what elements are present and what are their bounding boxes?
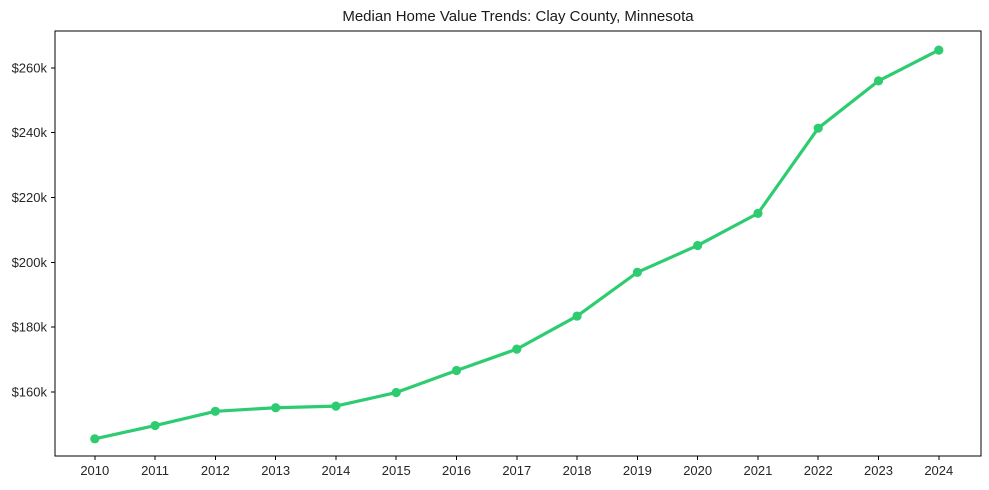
x-tick-label: 2017 <box>502 463 531 478</box>
trend-line <box>93 48 941 441</box>
x-tick-label: 2015 <box>382 463 411 478</box>
x-tick-label: 2021 <box>743 463 772 478</box>
data-point <box>210 406 220 416</box>
x-tick-label: 2012 <box>201 463 230 478</box>
data-point <box>150 420 160 431</box>
x-tick-label: 2014 <box>321 463 350 478</box>
data-point <box>451 365 462 376</box>
data-point <box>693 240 703 251</box>
x-tick-label: 2020 <box>683 463 712 478</box>
data-point <box>934 45 944 55</box>
data-point <box>90 434 100 444</box>
x-tick-label: 2011 <box>141 463 169 478</box>
y-tick-label: $260k <box>12 60 48 75</box>
y-tick-label: $200k <box>12 255 48 270</box>
x-tick-label: 2022 <box>804 463 833 478</box>
data-point <box>572 311 582 321</box>
x-tick-label: 2013 <box>261 463 290 478</box>
y-tick-label: $240k <box>12 125 48 140</box>
x-tick-label: 2023 <box>864 463 893 478</box>
chart-title: Median Home Value Trends: Clay County, M… <box>342 8 694 25</box>
x-tick-label: 2016 <box>442 463 471 478</box>
x-tick-label: 2010 <box>80 463 109 478</box>
data-point <box>632 267 642 277</box>
data-point <box>271 403 281 413</box>
data-point <box>873 76 884 86</box>
data-point <box>753 208 763 218</box>
x-tick-label: 2024 <box>924 463 953 478</box>
y-tick-label: $160k <box>12 384 48 399</box>
data-point <box>331 401 341 411</box>
x-tick-label: 2018 <box>563 463 592 478</box>
plot-border <box>54 30 982 457</box>
y-tick-label: $220k <box>12 190 48 205</box>
data-point <box>813 123 823 133</box>
data-point <box>391 387 401 398</box>
x-tick-label: 2019 <box>623 463 652 478</box>
data-point <box>512 344 522 354</box>
y-tick-label: $180k <box>12 320 48 335</box>
